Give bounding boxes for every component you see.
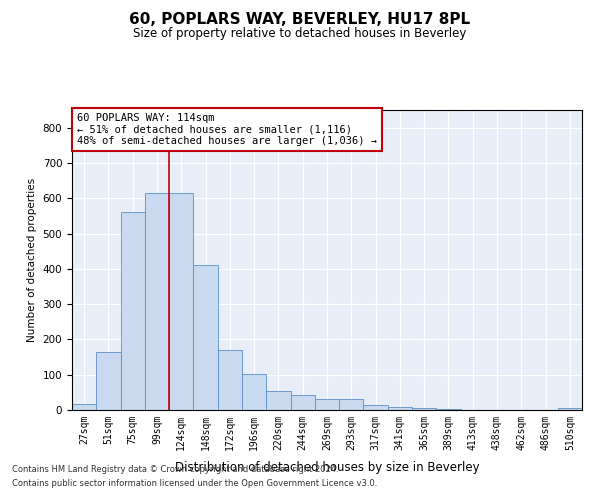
Bar: [290, 395, 315, 410]
Bar: [72, 404, 96, 410]
Bar: [266, 390, 290, 410]
Text: Contains public sector information licensed under the Open Government Licence v3: Contains public sector information licen…: [12, 479, 377, 488]
Bar: [145, 193, 169, 410]
Bar: [169, 193, 193, 410]
Bar: [388, 407, 412, 410]
Text: Size of property relative to detached houses in Beverley: Size of property relative to detached ho…: [133, 28, 467, 40]
Bar: [364, 406, 388, 410]
Bar: [412, 408, 436, 410]
Text: 60 POPLARS WAY: 114sqm
← 51% of detached houses are smaller (1,116)
48% of semi-: 60 POPLARS WAY: 114sqm ← 51% of detached…: [77, 113, 377, 146]
Text: 60, POPLARS WAY, BEVERLEY, HU17 8PL: 60, POPLARS WAY, BEVERLEY, HU17 8PL: [130, 12, 470, 28]
Y-axis label: Number of detached properties: Number of detached properties: [27, 178, 37, 342]
Bar: [121, 212, 145, 410]
Bar: [339, 400, 364, 410]
Text: Contains HM Land Registry data © Crown copyright and database right 2024.: Contains HM Land Registry data © Crown c…: [12, 466, 338, 474]
Bar: [242, 374, 266, 410]
Bar: [558, 408, 582, 410]
X-axis label: Distribution of detached houses by size in Beverley: Distribution of detached houses by size …: [175, 461, 479, 474]
Bar: [315, 398, 339, 410]
Bar: [96, 352, 121, 410]
Bar: [193, 266, 218, 410]
Bar: [218, 350, 242, 410]
